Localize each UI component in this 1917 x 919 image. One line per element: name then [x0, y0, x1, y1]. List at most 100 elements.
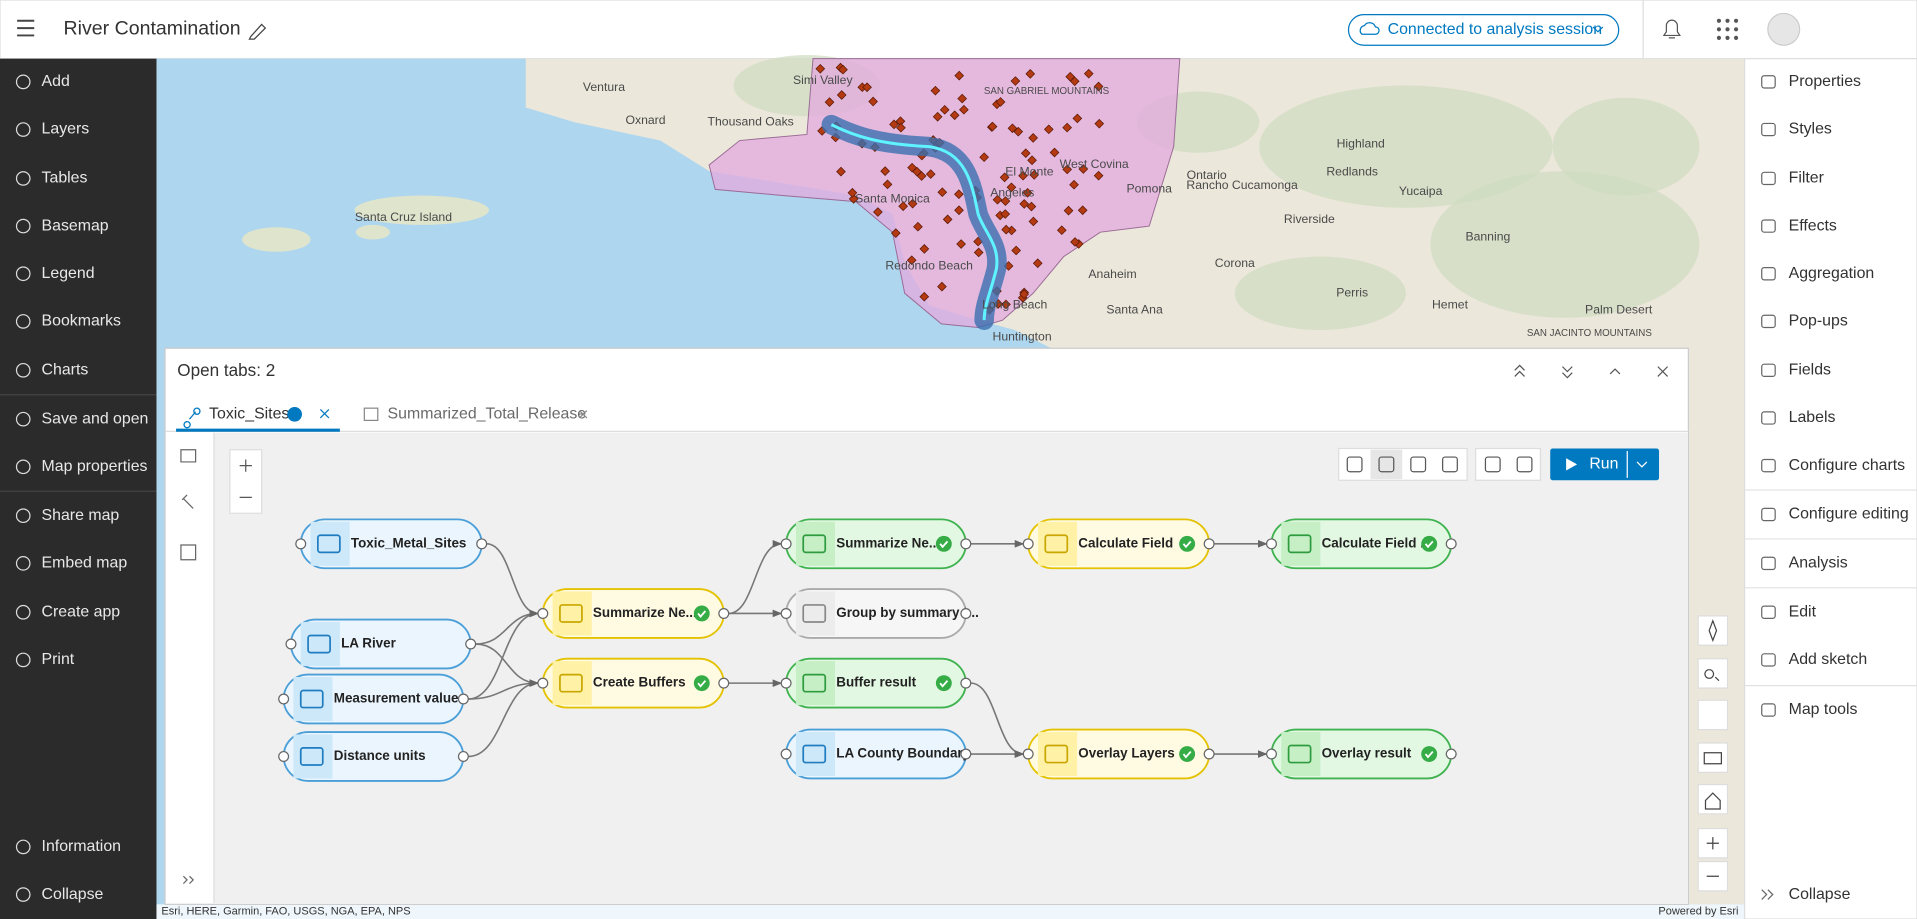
terrain [1430, 171, 1700, 318]
map-label: Palm Desert [1585, 303, 1653, 317]
node-status [1179, 746, 1196, 762]
nav-item[interactable]: Collapse [42, 886, 104, 903]
run-button[interactable] [1550, 448, 1660, 481]
terrain [1234, 256, 1406, 330]
map-control[interactable] [1697, 699, 1729, 731]
nav-item[interactable]: Share map [42, 507, 120, 524]
connection [468, 679, 539, 700]
nav-item[interactable]: Configure editing [1789, 506, 1909, 523]
nav-item[interactable]: Embed map [42, 555, 128, 572]
check [939, 680, 949, 688]
session-button[interactable] [1347, 14, 1620, 46]
node-icon [307, 634, 331, 654]
toxic-site [999, 172, 1010, 183]
tab-saved [287, 406, 302, 422]
nav-item[interactable]: Map properties [42, 458, 148, 475]
toolbar-button[interactable] [1378, 456, 1395, 473]
apps-launcher[interactable] [1716, 18, 1739, 40]
node-port [718, 677, 730, 689]
toxic-site [1022, 187, 1033, 198]
check [1424, 540, 1434, 549]
node-icon-bg [552, 591, 592, 636]
toolbar-button[interactable] [1484, 456, 1501, 473]
map-label: Santa Ana [1106, 303, 1163, 317]
nav-item[interactable]: Save and open [42, 410, 149, 427]
node-port [960, 748, 972, 760]
node-label: LA County Boundary [836, 746, 970, 761]
toxic-site [913, 221, 923, 232]
header-bar [0, 0, 1917, 60]
nav-item[interactable]: Create app [42, 603, 121, 620]
nav-icon [15, 171, 31, 186]
node-port [476, 538, 488, 550]
node-icon [802, 604, 827, 623]
nav-item[interactable]: Map tools [1789, 701, 1858, 718]
nav-item[interactable]: Information [42, 838, 121, 855]
node-port [1445, 538, 1457, 550]
map-label: Santa Cruz Island [355, 210, 452, 224]
toolbar-button[interactable] [1442, 456, 1458, 473]
node-label: Measurement values [334, 691, 466, 706]
map-control[interactable] [1697, 658, 1729, 689]
nav-item[interactable]: Edit [1789, 603, 1817, 620]
nav-item[interactable]: Filter [1789, 170, 1825, 187]
session-text: Connected to analysis session [1388, 21, 1602, 38]
nav-item[interactable]: Configure charts [1789, 457, 1906, 474]
node-icon [559, 673, 583, 693]
tab[interactable]: Toxic_Sites [209, 405, 289, 422]
zoom[interactable] [229, 449, 263, 514]
toxic-site [1032, 258, 1043, 269]
notifications[interactable] [1662, 19, 1681, 39]
edit-title-icon[interactable] [248, 23, 267, 40]
toxic-site [1011, 245, 1021, 256]
dot [1725, 35, 1730, 40]
tool-icons[interactable] [180, 449, 197, 884]
node-port [1265, 748, 1277, 760]
nav-item[interactable]: Labels [1789, 409, 1836, 426]
toxic-site [907, 198, 918, 209]
nav-item[interactable]: Add sketch [1789, 651, 1868, 668]
dot [1733, 18, 1739, 23]
toolbar-button[interactable] [1410, 456, 1427, 473]
nav-item[interactable]: Charts [42, 361, 89, 378]
menu-icon[interactable] [17, 19, 35, 37]
toolbar-button[interactable] [1346, 456, 1363, 473]
nav-item[interactable]: Print [42, 651, 75, 668]
nav-item[interactable]: Layers [42, 121, 90, 138]
node-port [457, 750, 469, 762]
map-label: Banning [1465, 229, 1510, 243]
map-label: Anaheim [1088, 267, 1136, 281]
node-port [1265, 538, 1277, 550]
nav-item[interactable]: Fields [1789, 361, 1831, 378]
panel-controls[interactable] [1514, 364, 1669, 379]
nav-item[interactable]: Collapse [1789, 886, 1851, 903]
nav-item[interactable]: Tables [42, 170, 88, 187]
nav-item[interactable]: Aggregation [1789, 265, 1875, 282]
node-port [960, 538, 972, 550]
map-label: Yucaipa [1399, 184, 1443, 198]
nav-item[interactable]: Basemap [42, 217, 109, 234]
toxic-site [882, 179, 893, 190]
nav-item[interactable]: Legend [42, 265, 95, 282]
nav-item[interactable]: Effects [1789, 217, 1837, 234]
nav-item[interactable]: Styles [1789, 121, 1832, 138]
tab-close[interactable] [579, 410, 588, 419]
right-nav [1744, 58, 1917, 919]
nav-item[interactable]: Bookmarks [42, 313, 121, 330]
connection [468, 679, 539, 758]
nav-item[interactable]: Pop-ups [1789, 313, 1848, 330]
toxic-site [919, 244, 930, 254]
toxic-site [954, 189, 964, 200]
tab[interactable]: Summarized_Total_Release [388, 405, 587, 422]
user-avatar[interactable] [1767, 12, 1801, 46]
nav-item[interactable]: Properties [1789, 73, 1861, 90]
node-label: Create Buffers [593, 675, 686, 690]
nav-item[interactable]: Analysis [1789, 555, 1848, 572]
toxic-site [1062, 122, 1073, 133]
map-label: Redlands [1326, 165, 1378, 179]
toxic-site [949, 110, 960, 121]
node-label: Toxic_Metal_Sites [351, 535, 467, 550]
map-control[interactable] [1697, 742, 1729, 773]
toolbar-button[interactable] [1516, 456, 1533, 473]
nav-item[interactable]: Add [42, 73, 70, 90]
